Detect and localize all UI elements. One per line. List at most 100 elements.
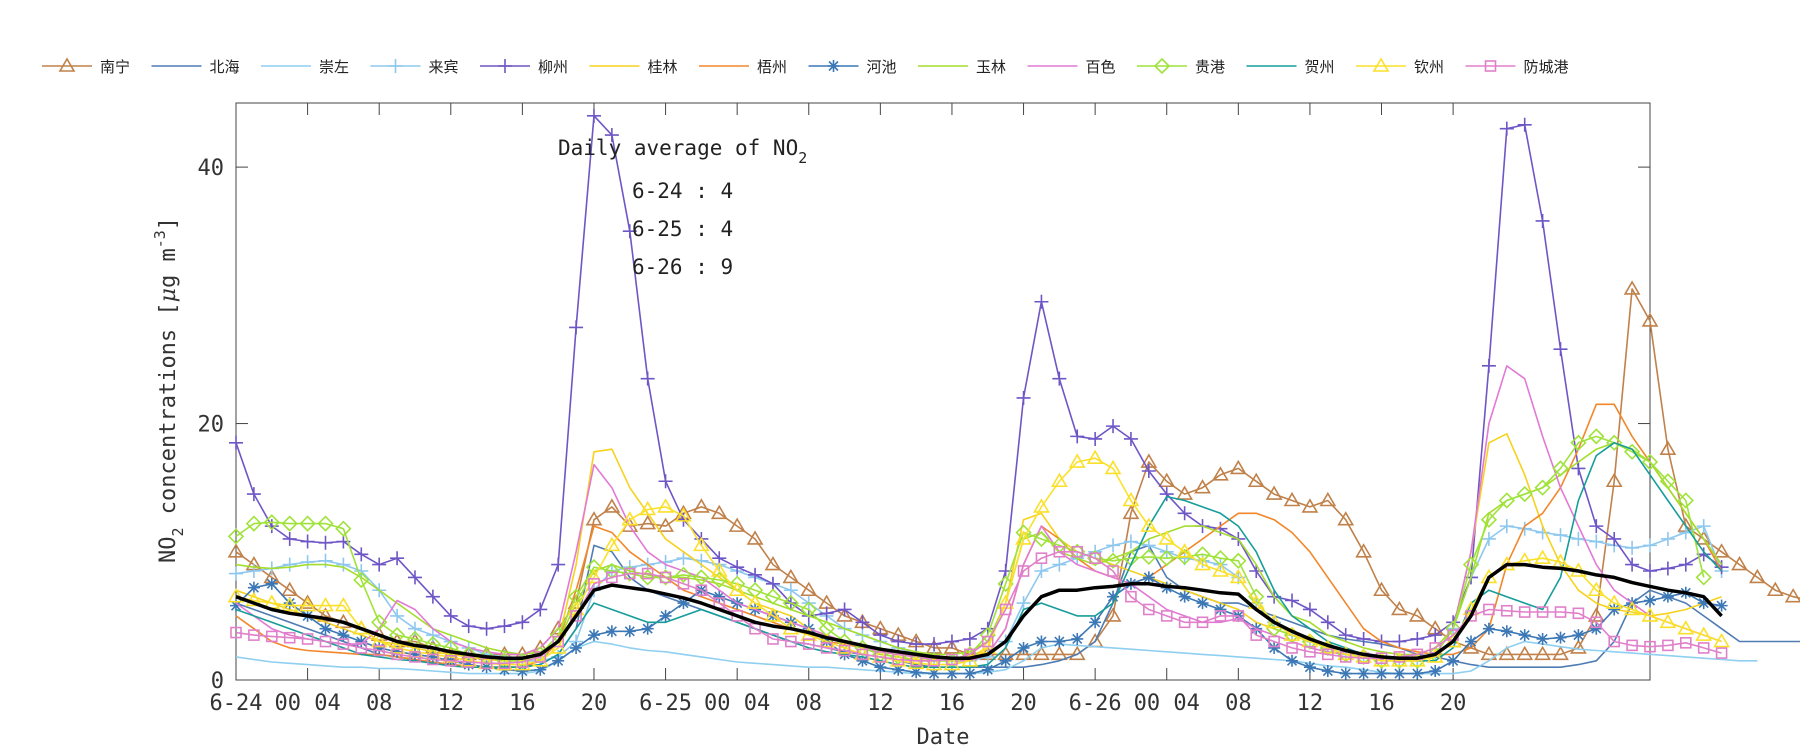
series-13-point — [836, 639, 853, 654]
series-5-point — [1302, 602, 1317, 617]
series-8-point — [373, 641, 386, 654]
series-5-point — [604, 128, 619, 143]
series-1-point — [1731, 556, 1748, 571]
series-13-point — [245, 591, 263, 607]
series-11-point — [1588, 428, 1605, 445]
x-axis-label: Date — [917, 725, 970, 750]
series-1-point — [1301, 498, 1319, 513]
series-14-point — [570, 610, 582, 622]
series-1-point — [1408, 607, 1426, 622]
series-13-point — [1086, 449, 1104, 464]
legend-item: 崇左 — [261, 58, 349, 76]
legend-marker — [1372, 57, 1390, 72]
series-13-point — [1033, 498, 1050, 513]
series-1-point — [1641, 312, 1659, 327]
series-11-point — [1606, 434, 1623, 451]
series-11-point — [227, 528, 245, 545]
y-tick-label: 40 — [198, 156, 225, 181]
series-14-point — [283, 631, 296, 644]
series-1-point — [1480, 645, 1498, 661]
series-5-point — [1553, 342, 1568, 357]
series-14-point — [552, 635, 564, 648]
series-5-point — [837, 602, 852, 617]
series-4-point — [1034, 564, 1049, 579]
series-8-point — [963, 667, 976, 680]
series-14-point — [838, 644, 851, 657]
x-tick-label: 08 — [1225, 691, 1252, 716]
series-5-point — [1607, 531, 1622, 546]
series-11-point — [1641, 453, 1659, 471]
series-5-point — [1643, 564, 1657, 579]
series-5-point — [944, 634, 959, 649]
series-4-point — [1106, 538, 1121, 553]
series-5-point — [1517, 117, 1532, 132]
series-1-point — [1122, 504, 1140, 520]
series-4-point — [246, 564, 261, 579]
series-11-point — [1695, 569, 1712, 586]
series-13-point — [1158, 530, 1176, 545]
y-tick-label: 20 — [198, 413, 225, 438]
y-axis: 0 20 40 — [198, 156, 1650, 694]
series-8-point — [1661, 590, 1674, 603]
series-5-point — [1625, 557, 1640, 572]
series-14-point — [1053, 545, 1066, 558]
series-5-point — [390, 551, 405, 566]
series-5-point — [282, 531, 297, 546]
series-11-point — [997, 575, 1014, 592]
series-8-point — [1536, 632, 1549, 645]
series-8 — [230, 571, 1728, 680]
series-13-point — [460, 652, 478, 667]
legend-label: 崇左 — [319, 58, 349, 76]
series-8-point — [1268, 641, 1281, 654]
legend-marker — [827, 60, 840, 72]
legend-item: 防城港 — [1465, 58, 1569, 76]
series-11-point — [281, 515, 298, 532]
series-1-point — [1229, 459, 1247, 475]
series-1-point — [692, 498, 710, 513]
series-5-point — [515, 615, 530, 630]
legend-label: 来宾 — [429, 58, 459, 76]
legend-marker — [58, 57, 76, 72]
series-13-point — [728, 581, 746, 597]
series-5-point — [1338, 628, 1353, 643]
series-11-point — [1534, 479, 1551, 496]
series-5-point — [1070, 429, 1085, 444]
series-5-point — [461, 619, 476, 634]
series-1-point — [585, 511, 603, 526]
series-8-point — [1608, 603, 1621, 616]
x-tick-label: 12 — [867, 691, 894, 716]
series-14-point — [462, 656, 475, 668]
series-14-point — [677, 578, 690, 590]
series-1-point — [299, 594, 316, 609]
series-14-point — [856, 648, 869, 661]
series-14-point — [1322, 648, 1334, 661]
series-11-point — [353, 571, 370, 589]
series-1-point — [1695, 530, 1713, 545]
series-1-point — [1212, 466, 1229, 481]
series-5-point — [873, 628, 888, 643]
series-8-point — [1321, 665, 1334, 678]
series-13-point — [692, 536, 710, 552]
series-1-point — [1587, 607, 1605, 622]
series-5-point — [1123, 431, 1138, 446]
series-13-point — [370, 632, 388, 648]
series-13-point — [1068, 453, 1086, 468]
series-8-point — [534, 663, 547, 676]
series-1-point — [227, 543, 245, 558]
legend-marker — [1484, 60, 1497, 72]
series-13-point — [1194, 556, 1211, 571]
series-5-point — [730, 560, 745, 575]
series-4-point — [407, 621, 422, 636]
legend-item: 桂林 — [589, 58, 678, 76]
series-14-point — [1554, 606, 1567, 618]
legend-label: 柳州 — [538, 58, 568, 76]
series-8-point — [910, 666, 923, 679]
series-1-point — [1337, 511, 1355, 526]
legend-label: 桂林 — [648, 58, 678, 76]
series-5-point — [1177, 506, 1192, 521]
series-14-point — [874, 651, 887, 663]
series-8-point — [1554, 631, 1567, 644]
legend-marker — [388, 59, 403, 73]
series-4-point — [336, 557, 351, 572]
series-14-point — [641, 567, 654, 580]
